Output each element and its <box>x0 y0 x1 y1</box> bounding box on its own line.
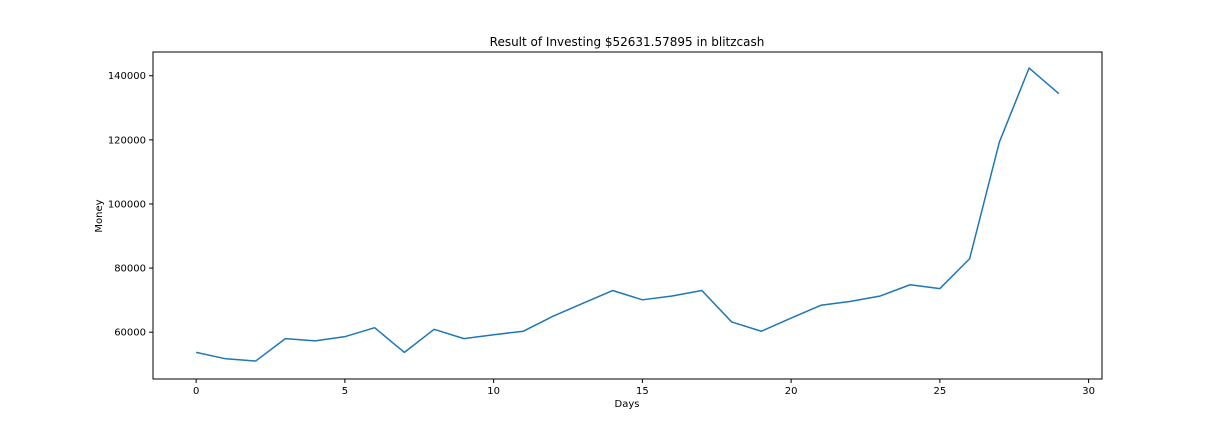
axis-ticks: 0 5 10 15 20 25 30 60000 80000 100000 120000 140000 <box>108 71 1095 397</box>
x-axis-label: Days <box>615 399 640 410</box>
y-tick-label: 80000 <box>114 264 146 275</box>
x-tick-label: 20 <box>785 386 798 397</box>
y-tick-label: 120000 <box>108 135 146 146</box>
x-tick-label: 30 <box>1082 386 1095 397</box>
y-tick-label: 100000 <box>108 199 146 210</box>
plot-area-frame <box>152 51 1103 380</box>
chart-title: Result of Investing $52631.57895 in blit… <box>490 35 765 49</box>
x-tick-label: 0 <box>193 386 199 397</box>
series-layer <box>195 67 1060 362</box>
x-tick-label: 10 <box>487 386 500 397</box>
y-tick-label: 140000 <box>108 71 146 82</box>
y-axis-label: Money <box>94 199 105 232</box>
x-tick-label: 5 <box>342 386 348 397</box>
x-tick-label: 25 <box>933 386 946 397</box>
x-tick-label: 15 <box>636 386 649 397</box>
series-line <box>195 67 1060 362</box>
y-tick-label: 60000 <box>114 328 146 339</box>
